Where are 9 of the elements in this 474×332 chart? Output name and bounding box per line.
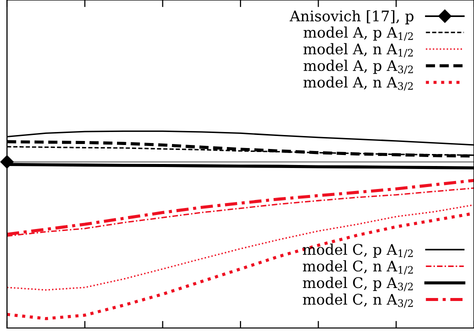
legend-label: model A, p A$_{1/2}$ (304, 26, 413, 41)
legend-label: model C, p A$_{1/2}$ (302, 244, 413, 258)
legend-label: Anisovich [17], p (290, 10, 414, 24)
legend-label: model C, p A$_{3/2}$ (302, 276, 413, 292)
legend-label: model A, p A$_{3/2}$ (304, 60, 413, 74)
legend-label: model A, n A$_{3/2}$ (303, 76, 413, 91)
legend-label: model C, n A$_{1/2}$ (302, 260, 413, 275)
legend-label: model C, n A$_{3/2}$ (302, 294, 413, 308)
legend-label: model A, n A$_{1/2}$ (303, 43, 413, 58)
